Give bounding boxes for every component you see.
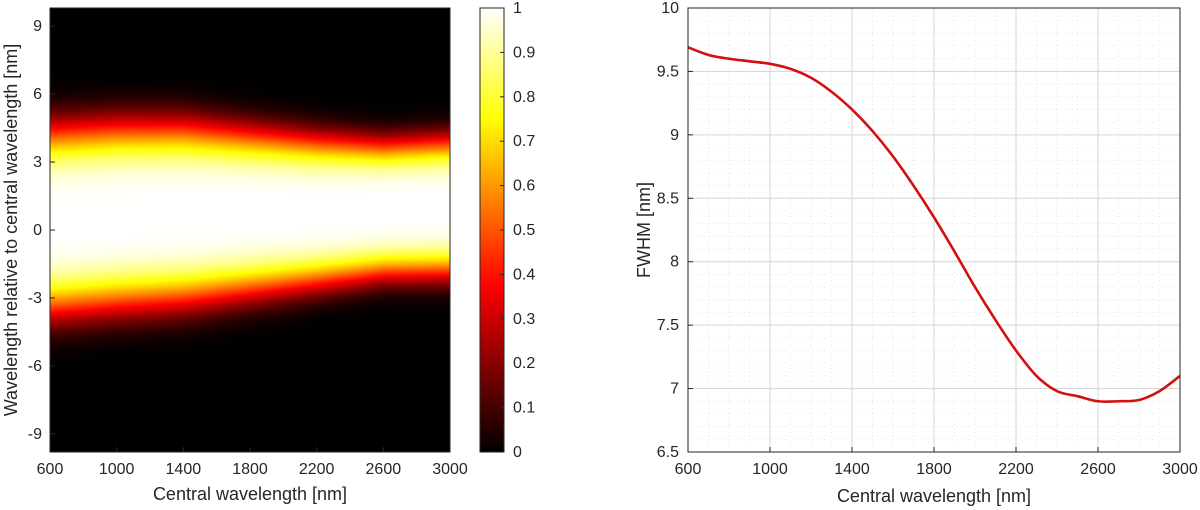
line-x-ticks: 600 1000 1400 1800 2200 2600 3000 [675, 447, 1198, 478]
colorbar-ticks: 0 0.1 0.2 0.3 0.4 0.5 0.6 0.7 0.8 0.9 1 [500, 0, 535, 461]
heatmap-y-ticks: -9 -6 -3 0 3 6 9 [28, 18, 55, 443]
heatmap-y-tick-label: 3 [33, 154, 42, 171]
line-y-tick-label: 9 [670, 127, 679, 144]
line-y-tick-label: 9.5 [657, 63, 679, 80]
line-y-tick-label: 7 [670, 381, 679, 398]
heatmap-x-tick-label: 3000 [432, 461, 468, 478]
colorbar-tick-label: 0.4 [513, 266, 535, 283]
colorbar-tick-label: 0.3 [513, 311, 535, 328]
heatmap-x-ticks: 600 1000 1400 1800 2200 2600 3000 [37, 447, 468, 478]
heatmap-x-tick-label: 2200 [299, 461, 335, 478]
colorbar-tick-label: 0.5 [513, 222, 535, 239]
colorbar-tick-label: 0.9 [513, 44, 535, 61]
line-y-tick-label: 8.5 [657, 190, 679, 207]
line-y-ticks: 6.5 7 7.5 8 8.5 9 9.5 10 [657, 0, 693, 461]
heatmap-y-tick-label: -3 [28, 290, 42, 307]
colorbar-tick-label: 0.1 [513, 400, 535, 417]
line-y-tick-label: 6.5 [657, 444, 679, 461]
heatmap-x-tick-label: 1000 [99, 461, 135, 478]
line-x-tick-label: 600 [675, 461, 702, 478]
heatmap-y-tick-label: -6 [28, 358, 42, 375]
colorbar-tick-label: 0 [513, 444, 522, 461]
fwhm-series-line [687, 46, 1181, 403]
line-x-tick-label: 1800 [916, 461, 952, 478]
heatmap-y-tick-label: 0 [33, 222, 42, 239]
colorbar: 0 0.1 0.2 0.3 0.4 0.5 0.6 0.7 0.8 0.9 1 [479, 0, 535, 461]
line-y-tick-label: 10 [661, 0, 679, 17]
colorbar-tick-label: 1 [513, 0, 522, 17]
heatmap-x-tick-label: 600 [37, 461, 64, 478]
colorbar-tick-label: 0.6 [513, 178, 535, 195]
heatmap-x-axis-label: Central wavelength [nm] [153, 484, 347, 504]
line-x-tick-label: 2600 [1080, 461, 1116, 478]
line-panel: 600 1000 1400 1800 2200 2600 3000 6.5 7 7.5 8 8.5 9… [634, 0, 1198, 506]
heatmap-x-tick-label: 1400 [166, 461, 202, 478]
heatmap-x-tick-label: 2600 [366, 461, 402, 478]
line-x-tick-label: 1000 [752, 461, 788, 478]
heatmap-image [50, 8, 450, 452]
heatmap-y-tick-label: -9 [28, 426, 42, 443]
colorbar-tick-label: 0.8 [513, 89, 535, 106]
line-x-tick-label: 1400 [834, 461, 870, 478]
heatmap-y-tick-label: 6 [33, 86, 42, 103]
heatmap-panel: 600 1000 1400 1800 2200 2600 3000 -9 -6 -3 0 3 6 9 C… [1, 7, 468, 504]
heatmap-x-tick-label: 1800 [232, 461, 268, 478]
heatmap-y-tick-label: 9 [33, 18, 42, 35]
line-x-tick-label: 3000 [1162, 461, 1198, 478]
line-x-tick-label: 2200 [998, 461, 1034, 478]
line-x-axis-label: Central wavelength [nm] [837, 486, 1031, 506]
line-y-tick-label: 8 [670, 254, 679, 271]
colorbar-tick-label: 0.2 [513, 355, 535, 372]
line-y-axis-label: FWHM [nm] [634, 182, 654, 278]
heatmap-y-axis-label: Wavelength relative to central wavelengt… [1, 44, 21, 417]
heatmap-image-holder [50, 8, 450, 452]
line-y-tick-label: 7.5 [657, 317, 679, 334]
colorbar-tick-label: 0.7 [513, 133, 535, 150]
